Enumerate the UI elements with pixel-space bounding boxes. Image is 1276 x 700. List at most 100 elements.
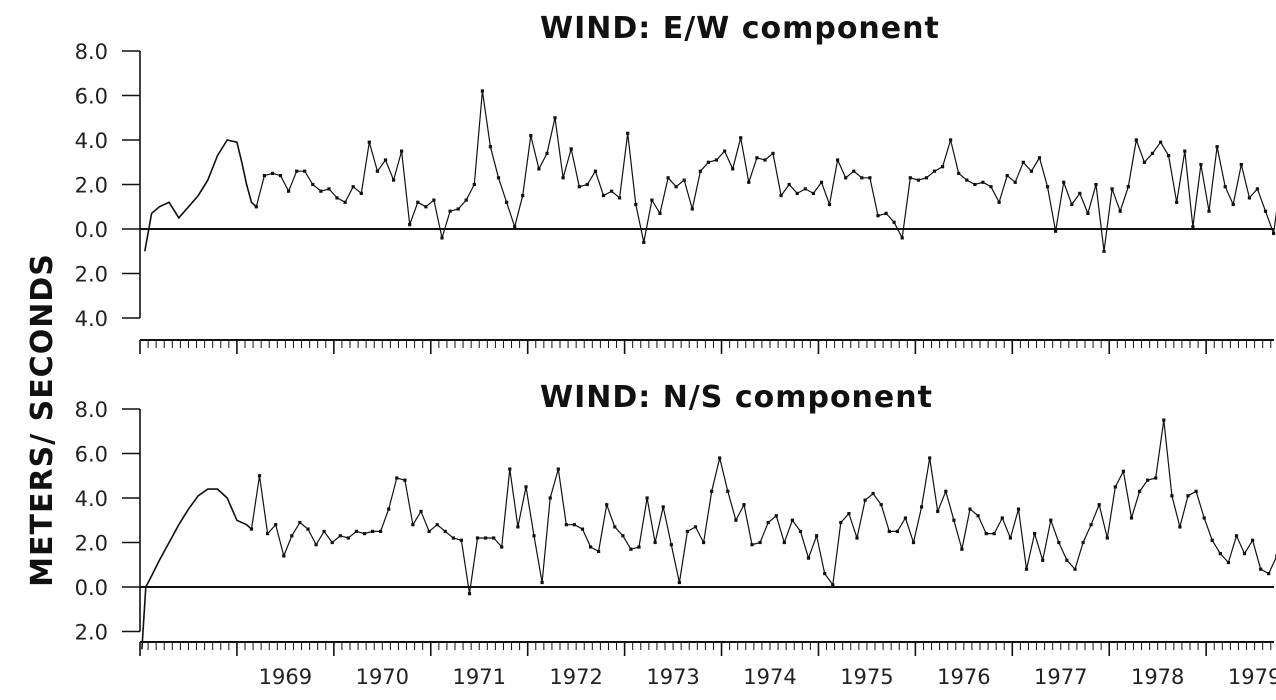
bottom-data-point <box>1033 532 1036 535</box>
top-data-point <box>707 161 710 164</box>
top-data-point <box>965 179 968 182</box>
top-data-point <box>1256 187 1259 190</box>
top-data-point <box>1127 185 1130 188</box>
top-data-point <box>1030 170 1033 173</box>
bottom-data-point <box>1154 476 1157 479</box>
bottom-data-point <box>1122 470 1125 473</box>
bottom-x-tick-label: 1970 <box>356 665 409 689</box>
bottom-data-point <box>855 536 858 539</box>
top-data-point <box>828 203 831 206</box>
top-data-point <box>981 181 984 184</box>
top-data-point <box>917 179 920 182</box>
top-data-point <box>400 150 403 153</box>
bottom-data-point <box>718 456 721 459</box>
bottom-data-point <box>896 530 899 533</box>
bottom-data-point <box>726 490 729 493</box>
bottom-data-point <box>508 468 511 471</box>
top-data-point <box>876 214 879 217</box>
bottom-data-point <box>541 581 544 584</box>
bottom-data-point <box>1162 419 1165 422</box>
top-data-point <box>311 183 314 186</box>
bottom-data-point <box>815 534 818 537</box>
bottom-x-tick-label: 1976 <box>937 665 990 689</box>
bottom-data-point <box>363 532 366 535</box>
top-data-point <box>416 201 419 204</box>
bottom-data-point <box>646 496 649 499</box>
bottom-data-point <box>831 583 834 586</box>
bottom-data-point <box>403 479 406 482</box>
bottom-data-point <box>1219 552 1222 555</box>
top-data-point <box>1102 250 1105 253</box>
top-data-point <box>1175 201 1178 204</box>
bottom-data-point <box>460 539 463 542</box>
bottom-data-point <box>1195 490 1198 493</box>
top-data-point <box>699 170 702 173</box>
bottom-data-point <box>1073 568 1076 571</box>
top-data-point <box>763 158 766 161</box>
bottom-data-point <box>250 528 253 531</box>
bottom-y-tick-label: 8.0 <box>75 398 108 422</box>
bottom-data-point <box>468 592 471 595</box>
top-data-point <box>481 89 484 92</box>
bottom-data-point <box>872 492 875 495</box>
bottom-data-point <box>1227 561 1230 564</box>
bottom-data-point <box>1211 539 1214 542</box>
bottom-data-point <box>888 530 891 533</box>
top-data-point <box>1216 145 1219 148</box>
bottom-data-point <box>1098 503 1101 506</box>
bottom-data-point <box>1259 568 1262 571</box>
bottom-data-point <box>347 536 350 539</box>
bottom-data-point <box>1065 559 1068 562</box>
top-data-point <box>618 196 621 199</box>
bottom-data-point <box>654 541 657 544</box>
bottom-data-point <box>484 536 487 539</box>
top-data-point <box>755 156 758 159</box>
bottom-data-point <box>1009 536 1012 539</box>
top-y-tick-label: 0.0 <box>75 218 108 242</box>
bottom-data-point <box>759 541 762 544</box>
top-data-point <box>715 158 718 161</box>
bottom-data-point <box>589 545 592 548</box>
top-data-point <box>642 241 645 244</box>
bottom-data-point <box>379 530 382 533</box>
bottom-data-point <box>839 521 842 524</box>
top-data-point <box>731 167 734 170</box>
top-data-point <box>812 192 815 195</box>
bottom-y-tick-label: 0.0 <box>75 576 108 600</box>
bottom-data-point <box>266 532 269 535</box>
bottom-data-point <box>1082 541 1085 544</box>
top-data-point <box>868 176 871 179</box>
bottom-x-tick-label: 1978 <box>1131 665 1184 689</box>
bottom-data-point <box>532 534 535 537</box>
bottom-data-point <box>1146 479 1149 482</box>
bottom-data-point <box>282 554 285 557</box>
top-data-point <box>287 190 290 193</box>
top-series-line <box>256 91 1276 260</box>
bottom-x-tick-label: 1969 <box>259 665 312 689</box>
top-data-point <box>957 172 960 175</box>
top-data-point <box>634 203 637 206</box>
bottom-data-point <box>912 541 915 544</box>
bottom-data-point <box>331 541 334 544</box>
top-data-point <box>344 201 347 204</box>
top-data-point <box>473 183 476 186</box>
bottom-data-point <box>1170 494 1173 497</box>
bottom-data-point <box>807 557 810 560</box>
top-data-point <box>295 170 298 173</box>
top-data-point <box>949 138 952 141</box>
top-data-point <box>844 176 847 179</box>
bottom-data-point <box>557 468 560 471</box>
top-data-point <box>836 158 839 161</box>
top-data-point <box>771 152 774 155</box>
bottom-data-point <box>444 530 447 533</box>
bottom-data-point <box>952 519 955 522</box>
top-data-point <box>303 170 306 173</box>
top-data-point <box>578 185 581 188</box>
bottom-chart-title: WIND: N/S component <box>540 380 933 415</box>
bottom-x-tick-label: 1972 <box>549 665 602 689</box>
bottom-data-point <box>1203 516 1206 519</box>
top-data-point <box>335 196 338 199</box>
top-data-point <box>263 174 266 177</box>
bottom-x-tick-label: 1973 <box>646 665 699 689</box>
